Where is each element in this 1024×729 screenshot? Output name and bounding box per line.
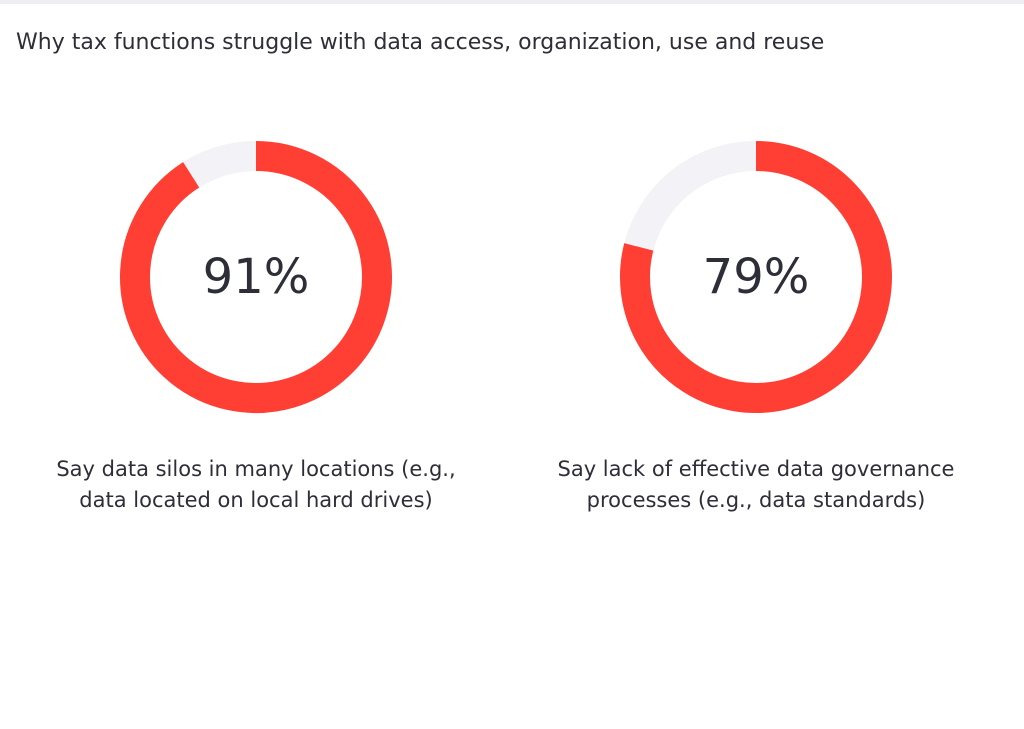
caption-line: processes (e.g., data standards) [586, 488, 926, 512]
donut-filled-arc [620, 141, 892, 413]
donut-caption: Say lack of effective data governance pr… [536, 454, 976, 516]
donut-chart-data-governance: 79% Say lack of effective data governanc… [536, 140, 976, 516]
caption-line: Say data silos in many locations (e.g., [56, 457, 456, 481]
donut-value-label: 79% [703, 249, 810, 305]
donut-caption: Say data silos in many locations (e.g., … [36, 454, 476, 516]
top-divider [0, 0, 1024, 4]
donut-chart-data-silos: 91% Say data silos in many locations (e.… [36, 140, 476, 516]
caption-line: data located on local hard drives) [79, 488, 433, 512]
donut-svg: 91% [120, 141, 392, 413]
donut-value-label: 91% [203, 249, 310, 305]
chart-title: Why tax functions struggle with data acc… [16, 30, 825, 55]
donut-svg: 79% [620, 141, 892, 413]
caption-line: Say lack of effective data governance [557, 457, 955, 481]
donut-filled-arc [120, 141, 392, 413]
